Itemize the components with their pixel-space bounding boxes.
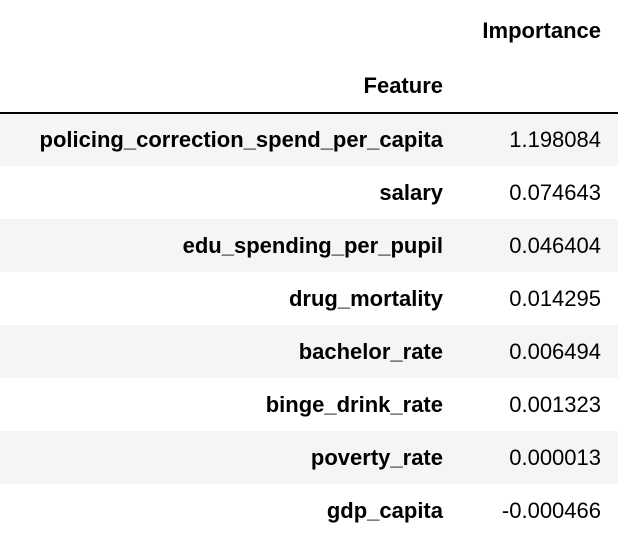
feature-name: poverty_rate — [310, 444, 443, 470]
importance-value: 0.014295 — [509, 285, 601, 311]
table-row: drug_mortality 0.014295 — [0, 272, 618, 325]
importance-value: 1.198084 — [509, 127, 601, 152]
importance-value: 0.000013 — [509, 444, 601, 470]
table-row: edu_spending_per_pupil 0.046404 — [0, 219, 618, 272]
table-row: bachelor_rate 0.006494 — [0, 325, 618, 378]
feature-index-name: Feature — [0, 60, 455, 114]
column-header-row: Importance — [0, 0, 618, 60]
index-name-blank-cell — [455, 60, 618, 114]
table-row: policing_correction_spend_per_capita 1.1… — [0, 113, 618, 166]
importance-value: -0.000466 — [501, 497, 601, 523]
feature-name: edu_spending_per_pupil — [182, 232, 443, 258]
feature-name: bachelor_rate — [298, 338, 443, 364]
importance-value: 0.001323 — [509, 391, 601, 417]
table-row: poverty_rate 0.000013 — [0, 431, 618, 484]
feature-name: drug_mortality — [288, 285, 443, 311]
importance-column-header: Importance — [482, 18, 601, 43]
feature-name: binge_drink_rate — [265, 391, 443, 417]
header-blank-cell — [0, 0, 455, 60]
feature-name: policing_correction_spend_per_capita — [39, 127, 443, 152]
feature-name: gdp_capita — [326, 497, 443, 523]
index-name-row: Feature — [0, 60, 618, 114]
importance-value: 0.006494 — [509, 338, 601, 364]
table-row: salary 0.074643 — [0, 166, 618, 219]
importance-value: 0.074643 — [509, 179, 601, 205]
table-body: policing_correction_spend_per_capita 1.1… — [0, 113, 618, 537]
table-header: Importance Feature — [0, 0, 618, 114]
table-row: binge_drink_rate 0.001323 — [0, 378, 618, 431]
importance-value: 0.046404 — [509, 232, 601, 258]
feature-name: salary — [379, 179, 443, 205]
table-row: gdp_capita -0.000466 — [0, 484, 618, 537]
